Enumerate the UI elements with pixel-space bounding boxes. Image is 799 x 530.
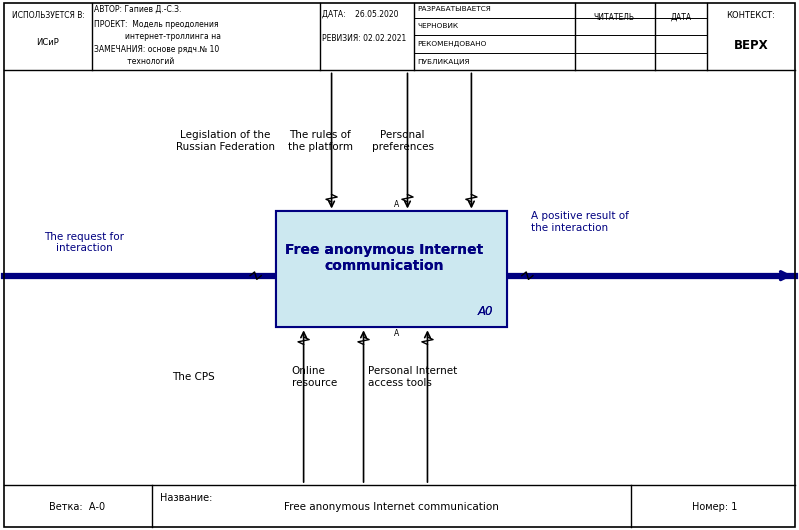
Text: Free anonymous Internet communication: Free anonymous Internet communication	[284, 502, 499, 513]
Text: A: A	[394, 329, 399, 338]
Text: ЧЕРНОВИК: ЧЕРНОВИК	[417, 23, 458, 30]
Text: ИСПОЛЬЗУЕТСЯ В:: ИСПОЛЬЗУЕТСЯ В:	[11, 11, 85, 20]
Text: технологий: технологий	[94, 57, 174, 66]
Text: The CPS: The CPS	[172, 372, 215, 382]
Text: The rules of
the platform: The rules of the platform	[288, 130, 352, 152]
Text: Название:: Название:	[160, 492, 213, 502]
Text: Free anonymous Internet
communication: Free anonymous Internet communication	[285, 243, 483, 273]
Text: ВЕРХ: ВЕРХ	[733, 39, 769, 52]
Text: ДАТА:    26.05.2020: ДАТА: 26.05.2020	[322, 10, 399, 19]
Text: ПУБЛИКАЦИЯ: ПУБЛИКАЦИЯ	[417, 59, 470, 65]
Text: Legislation of the
Russian Federation: Legislation of the Russian Federation	[176, 130, 275, 152]
Text: ЗАМЕЧАНИЯ: основе рядч.№ 10: ЗАМЕЧАНИЯ: основе рядч.№ 10	[94, 45, 220, 54]
Text: Online
resource: Online resource	[292, 366, 337, 388]
Text: АВТОР: Гапиев Д.-С.З.: АВТОР: Гапиев Д.-С.З.	[94, 5, 181, 14]
Text: ПРОЕКТ:  Модель преодоления: ПРОЕКТ: Модель преодоления	[94, 20, 219, 29]
Text: РАЗРАБАТЫВАЕТСЯ: РАЗРАБАТЫВАЕТСЯ	[417, 6, 491, 12]
Text: ИСиР: ИСиР	[37, 38, 59, 47]
Text: A positive result of
the interaction: A positive result of the interaction	[531, 211, 629, 233]
Text: The request for
interaction: The request for interaction	[44, 232, 124, 253]
Text: РЕКОМЕНДОВАНО: РЕКОМЕНДОВАНО	[417, 41, 487, 47]
Text: A0: A0	[478, 305, 493, 318]
Text: ДАТА: ДАТА	[671, 13, 692, 22]
Text: Ветка:  А-0: Ветка: А-0	[50, 502, 105, 513]
Text: интернет-троллинга на: интернет-троллинга на	[94, 32, 221, 41]
Text: Personal Internet
access tools: Personal Internet access tools	[368, 366, 457, 388]
Text: Номер: 1: Номер: 1	[693, 502, 737, 513]
Text: A: A	[394, 200, 399, 209]
Bar	[276, 211, 507, 328]
Text: РЕВИЗИЯ: 02.02.2021: РЕВИЗИЯ: 02.02.2021	[322, 34, 406, 43]
Text: A0: A0	[478, 305, 493, 318]
Bar	[276, 211, 507, 328]
Text: Personal
preferences: Personal preferences	[372, 130, 434, 152]
Text: ЧИТАТЕЛЬ: ЧИТАТЕЛЬ	[593, 13, 634, 22]
Text: Free anonymous Internet
communication: Free anonymous Internet communication	[285, 243, 483, 273]
Text: КОНТЕКСТ:: КОНТЕКСТ:	[726, 11, 776, 20]
